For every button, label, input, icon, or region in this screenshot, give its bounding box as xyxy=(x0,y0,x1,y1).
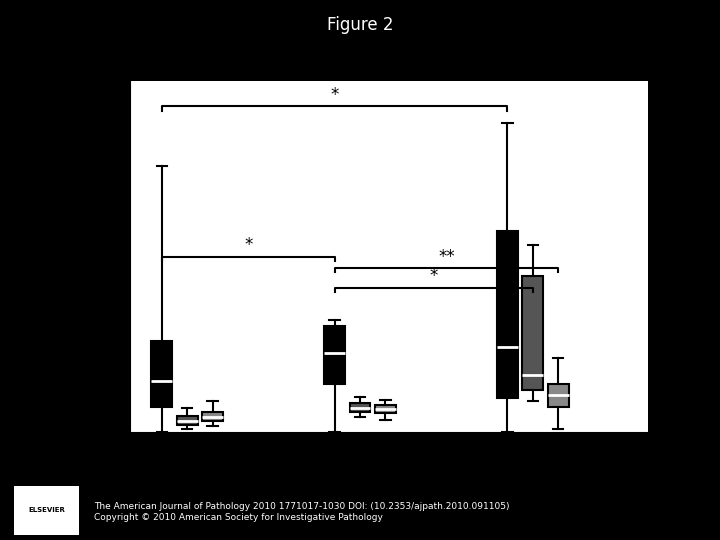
Text: The American Journal of Pathology 2010 1771017-1030 DOI: (10.2353/ajpath.2010.09: The American Journal of Pathology 2010 1… xyxy=(94,502,509,522)
Text: **: ** xyxy=(438,247,455,266)
PathPatch shape xyxy=(375,405,396,413)
Text: *: * xyxy=(430,267,438,285)
PathPatch shape xyxy=(177,416,197,424)
PathPatch shape xyxy=(202,412,223,421)
X-axis label: Depth from Luminal Surface (μm): Depth from Luminal Surface (μm) xyxy=(238,471,540,490)
Text: ELSEVIER: ELSEVIER xyxy=(28,507,66,514)
Text: *: * xyxy=(244,236,253,254)
PathPatch shape xyxy=(350,402,370,412)
PathPatch shape xyxy=(497,231,518,398)
Text: *: * xyxy=(330,86,339,104)
Y-axis label: α-SMA / Lumen Ratio: α-SMA / Lumen Ratio xyxy=(79,170,97,343)
Text: Figure 2: Figure 2 xyxy=(327,16,393,34)
PathPatch shape xyxy=(151,341,172,407)
PathPatch shape xyxy=(523,276,543,389)
PathPatch shape xyxy=(548,384,569,407)
PathPatch shape xyxy=(324,326,345,384)
